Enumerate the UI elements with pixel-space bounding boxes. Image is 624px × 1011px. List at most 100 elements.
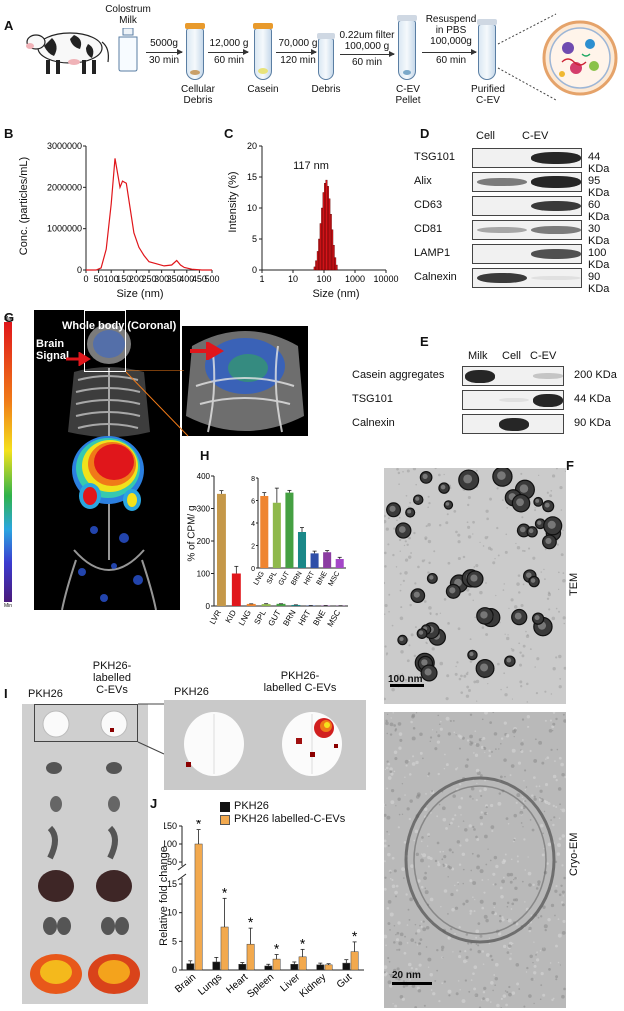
tem-vesicle-core xyxy=(530,578,536,583)
cryo-grain xyxy=(492,902,497,906)
tem-grain xyxy=(562,616,566,620)
tem-grain xyxy=(475,564,479,568)
tem-grain xyxy=(520,685,523,688)
casein-label: Casein xyxy=(247,84,279,95)
cryo-grain xyxy=(434,979,437,982)
cryo-grain xyxy=(406,942,409,944)
cryo-grain xyxy=(504,775,506,778)
blot-e-label: Casein aggregates xyxy=(352,369,445,381)
cryo-grain xyxy=(448,994,451,997)
cryo-grain xyxy=(452,794,456,798)
b-ytick-label: 1000000 xyxy=(47,224,82,234)
step2-speed: 12,000 g xyxy=(209,38,249,49)
cryo-grain xyxy=(419,938,423,941)
blot-d-label: Calnexin xyxy=(414,271,457,283)
tem-grain xyxy=(399,589,402,592)
i-col-labelled-c-evs: PKH26- labelled C-EVs xyxy=(92,660,132,696)
tem-vesicle-core xyxy=(413,591,420,598)
cryo-grain xyxy=(544,719,547,722)
cryo-grain xyxy=(480,999,483,1001)
tem-grain xyxy=(516,546,521,550)
step4-speed: 0.22um filter 100,000 g xyxy=(339,30,395,52)
cryo-grain xyxy=(418,942,421,945)
cryo-grain xyxy=(494,984,497,987)
cryo-grain xyxy=(414,829,419,834)
cryo-grain xyxy=(523,838,526,841)
cryo-grain xyxy=(514,876,518,880)
cryo-grain xyxy=(495,748,497,750)
b-xtick-label: 0 xyxy=(83,274,88,284)
tem-grain xyxy=(414,582,417,585)
cryo-grain xyxy=(389,770,393,773)
cryo-grain xyxy=(414,1006,418,1008)
cryo-grain xyxy=(488,942,491,945)
tem-grain xyxy=(544,690,547,693)
j-xtick-label: Kidney xyxy=(298,972,328,1000)
cryo-grain xyxy=(440,945,445,950)
cryo-grain xyxy=(554,889,558,893)
cryo-grain xyxy=(475,835,478,839)
cryo-grain xyxy=(402,985,406,988)
cryo-grain xyxy=(536,951,538,954)
cryo-grain xyxy=(420,858,424,863)
cryo-grain xyxy=(533,971,537,975)
cryo-grain xyxy=(506,951,510,954)
tube-5-cap xyxy=(477,19,497,25)
cryo-grain xyxy=(443,767,446,770)
cryo-grain xyxy=(401,783,404,785)
h-inset-bar xyxy=(323,552,332,568)
brain-roi-box-i xyxy=(34,704,138,742)
cryo-grain xyxy=(465,838,469,842)
cryo-grain xyxy=(384,971,386,974)
cryo-grain xyxy=(538,740,543,745)
j-axis-break-1 xyxy=(177,863,187,871)
h-ytick-label: 200 xyxy=(197,537,211,546)
cryo-grain xyxy=(414,973,416,976)
tem-grain xyxy=(485,633,489,637)
tem-vesicle-core xyxy=(422,473,428,480)
cryo-grain xyxy=(485,918,489,923)
tem-grain xyxy=(446,513,449,516)
tem-vesicle-core xyxy=(421,659,428,666)
tem-grain xyxy=(482,545,485,547)
j-ytick-label: 150 xyxy=(164,821,177,831)
cryo-grain xyxy=(387,844,390,847)
blot-e-kda: 90 KDa xyxy=(574,417,611,429)
j-bar xyxy=(298,956,307,971)
cryo-grain xyxy=(485,953,490,957)
cryo-grain xyxy=(555,778,558,782)
tem-grain xyxy=(546,597,550,601)
c-ytick-label: 10 xyxy=(247,203,257,213)
h-xtick-label: MSC xyxy=(326,608,343,628)
cryo-grain xyxy=(459,950,462,953)
cryo-grain xyxy=(395,933,397,936)
cryo-grain xyxy=(509,957,512,961)
cryo-grain xyxy=(461,999,466,1003)
cryo-grain xyxy=(470,786,475,791)
cryo-grain xyxy=(493,732,498,736)
cryo-grain xyxy=(508,985,511,989)
cryo-grain xyxy=(482,736,486,740)
tem-vesicle-core xyxy=(537,520,542,525)
h-inset-ytick-label: 2 xyxy=(251,544,255,551)
step1-speed: 5000g xyxy=(150,38,178,49)
blot-e-kda: 200 KDa xyxy=(574,369,617,381)
cryo-grain xyxy=(464,950,467,953)
tem-grain xyxy=(384,519,387,524)
cryo-grain xyxy=(425,793,427,795)
cryo-grain xyxy=(479,899,484,904)
tem-grain xyxy=(427,495,430,498)
cryo-grain xyxy=(509,774,512,777)
cryo-grain xyxy=(452,720,455,722)
panel-label-a: A xyxy=(4,18,14,33)
cellular-debris-pellet xyxy=(190,70,200,75)
cryo-grain xyxy=(524,769,527,772)
tem-grain xyxy=(404,558,409,562)
tem-grain xyxy=(522,583,525,586)
cryo-grain xyxy=(405,764,408,767)
cryo-grain xyxy=(527,871,532,876)
cryo-grain xyxy=(397,826,400,829)
cryo-grain xyxy=(423,876,427,881)
cryo-grain xyxy=(396,949,398,951)
